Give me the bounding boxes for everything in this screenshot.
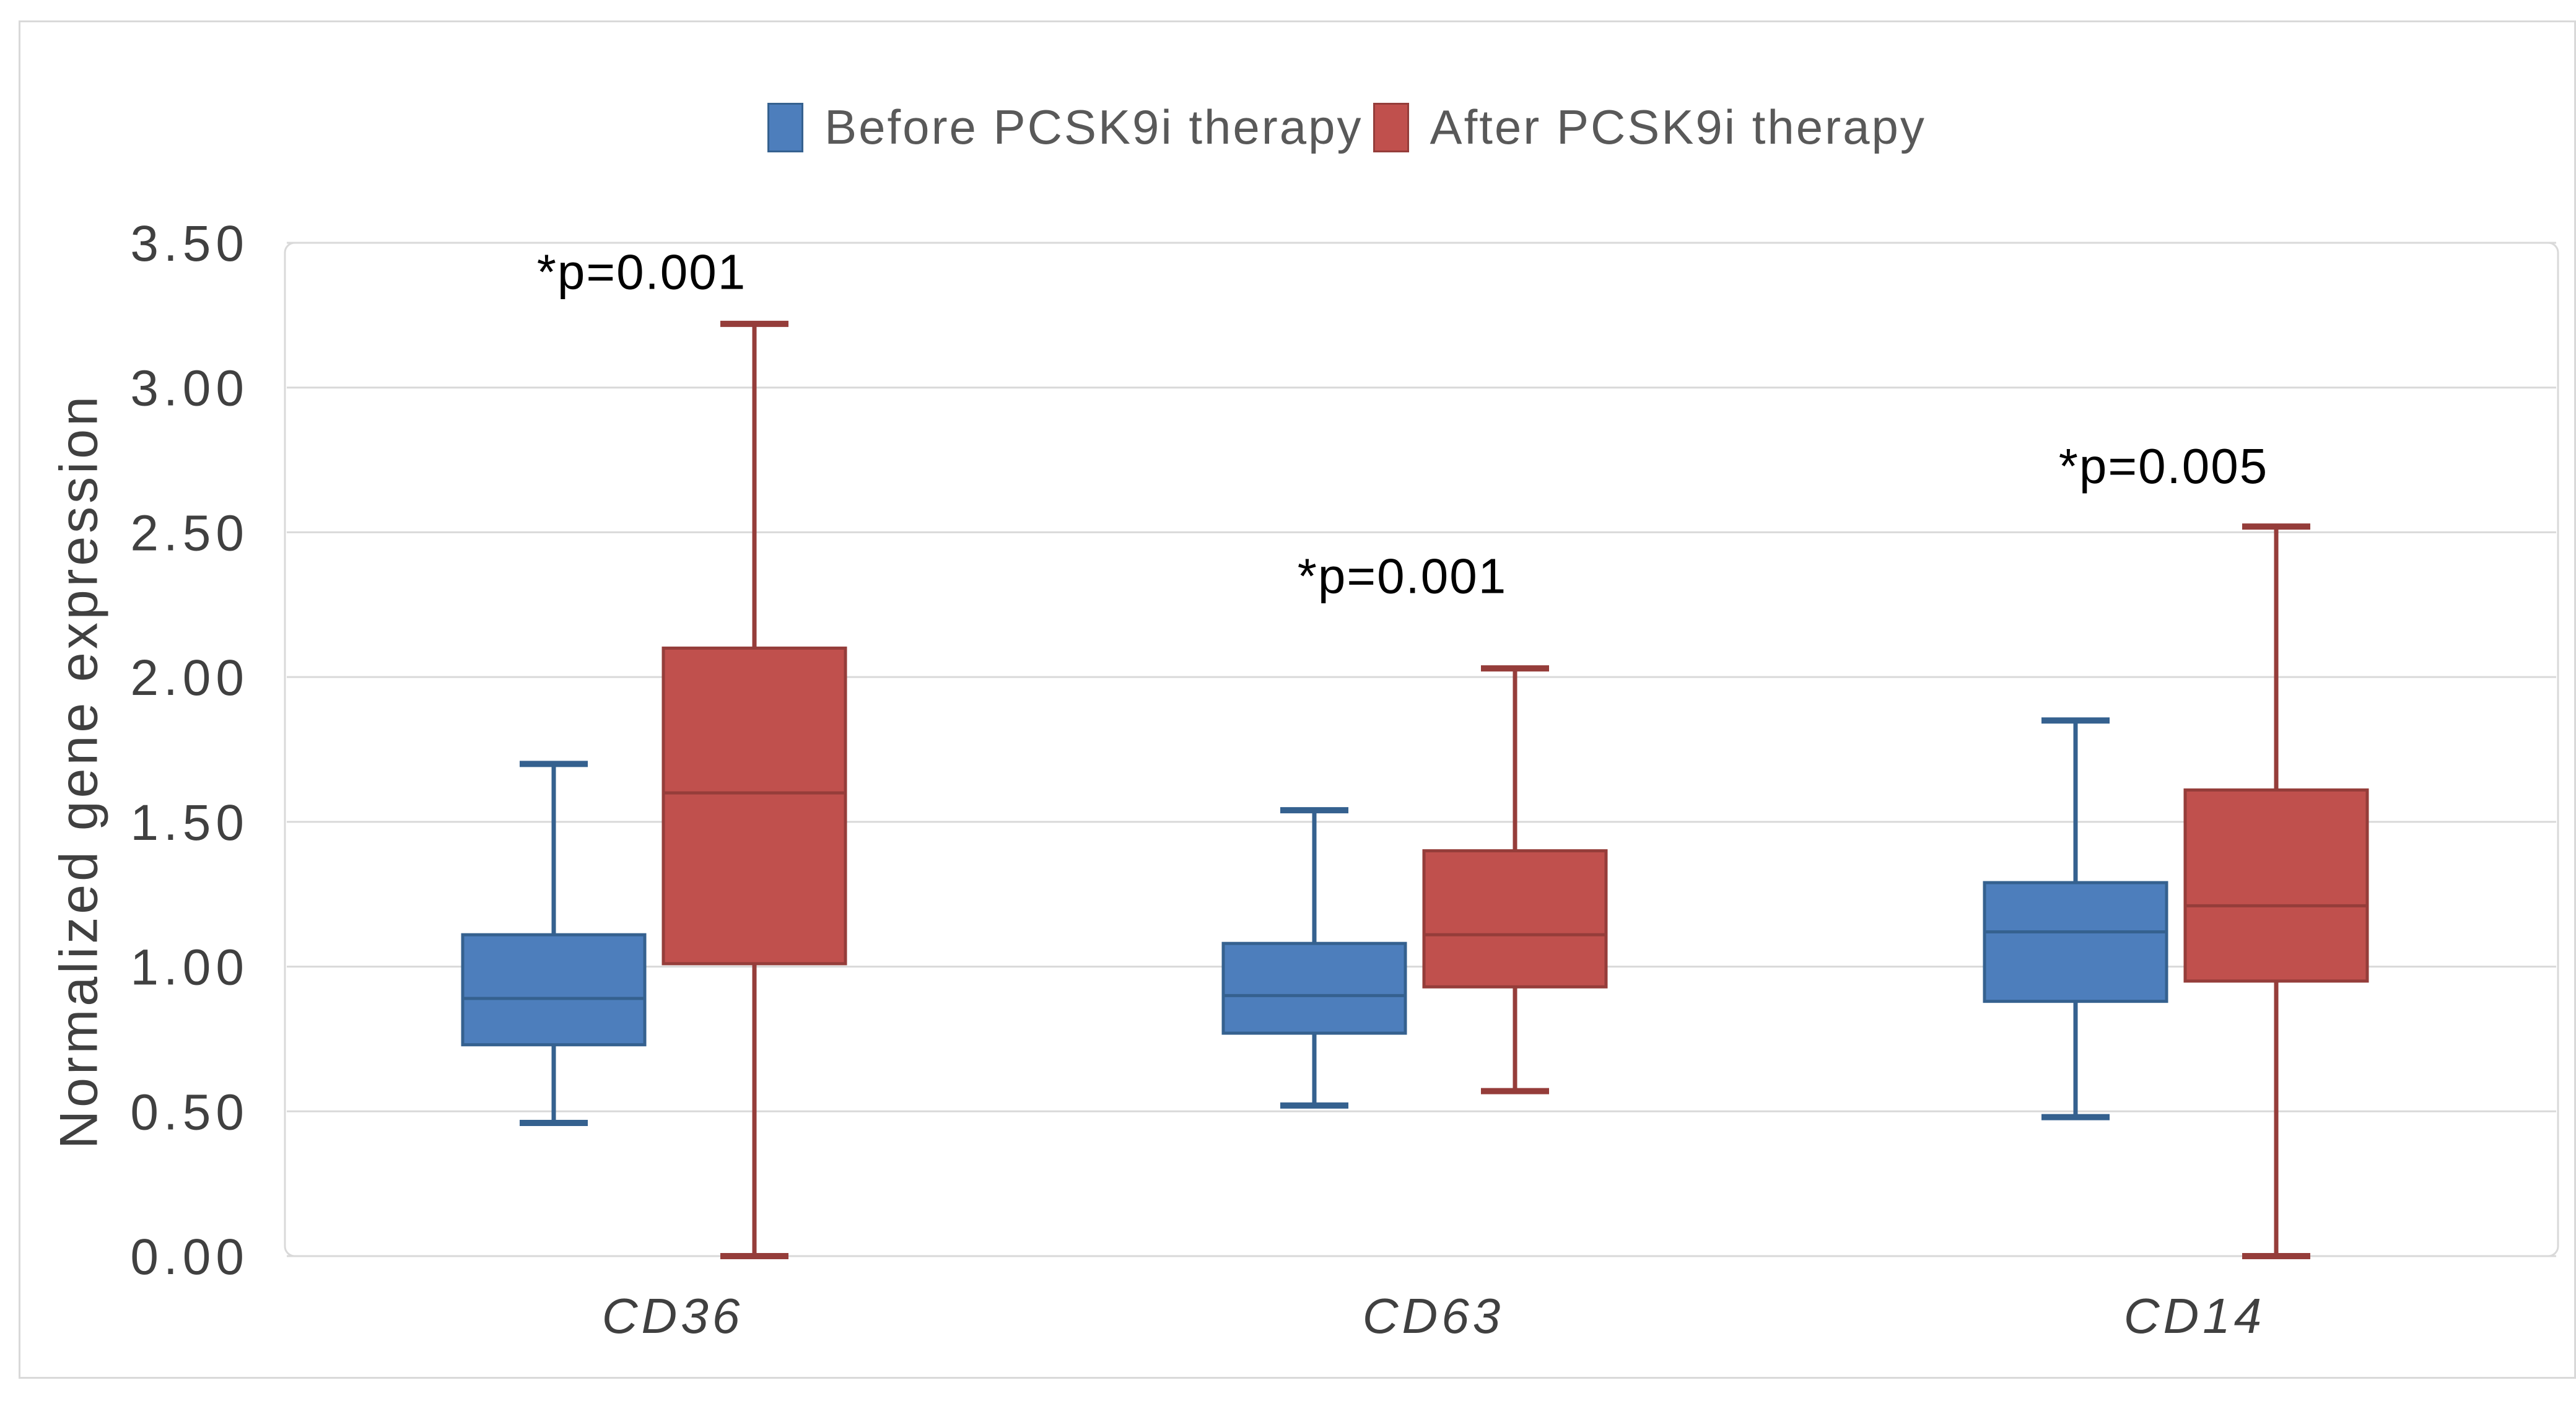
legend-label-after: After PCSK9i therapy xyxy=(1430,100,1926,154)
legend-label-before: Before PCSK9i therapy xyxy=(824,100,1363,154)
x-axis-label-CD63: CD63 xyxy=(1363,1288,1504,1343)
plot-area-border xyxy=(284,242,2559,1257)
box-CD36-before xyxy=(461,933,647,1047)
y-tick-label: 1.50 xyxy=(130,795,249,851)
y-axis-title: Normalized gene expression xyxy=(49,393,109,1149)
y-tick-label: 3.50 xyxy=(130,216,249,272)
legend-item-after: After PCSK9i therapy xyxy=(1373,99,1926,155)
box-CD63-after xyxy=(1422,849,1608,989)
y-tick-label: 2.00 xyxy=(130,650,249,706)
figure-border xyxy=(19,20,2576,1379)
legend-item-before: Before PCSK9i therapy xyxy=(767,99,1363,155)
annotation-CD36: *p=0.001 xyxy=(537,245,747,300)
legend-swatch-before xyxy=(767,102,804,152)
box-CD36-after xyxy=(661,646,847,966)
legend-swatch-after xyxy=(1373,102,1409,152)
x-axis-label-CD14: CD14 xyxy=(2124,1288,2266,1343)
x-axis-label-CD36: CD36 xyxy=(602,1288,744,1343)
legend: Before PCSK9i therapy After PCSK9i thera… xyxy=(59,99,2576,155)
y-tick-label: 3.00 xyxy=(130,360,249,417)
y-tick-label: 0.50 xyxy=(130,1084,249,1140)
y-tick-label: 2.50 xyxy=(130,505,249,561)
annotation-CD14: *p=0.005 xyxy=(2059,439,2269,494)
annotation-CD63: *p=0.001 xyxy=(1298,549,1508,604)
box-CD14-before xyxy=(1983,881,2168,1003)
y-tick-label: 0.00 xyxy=(130,1229,249,1285)
box-CD14-after xyxy=(2183,788,2369,983)
y-tick-label: 1.00 xyxy=(130,940,249,996)
box-CD63-before xyxy=(1221,941,1407,1035)
